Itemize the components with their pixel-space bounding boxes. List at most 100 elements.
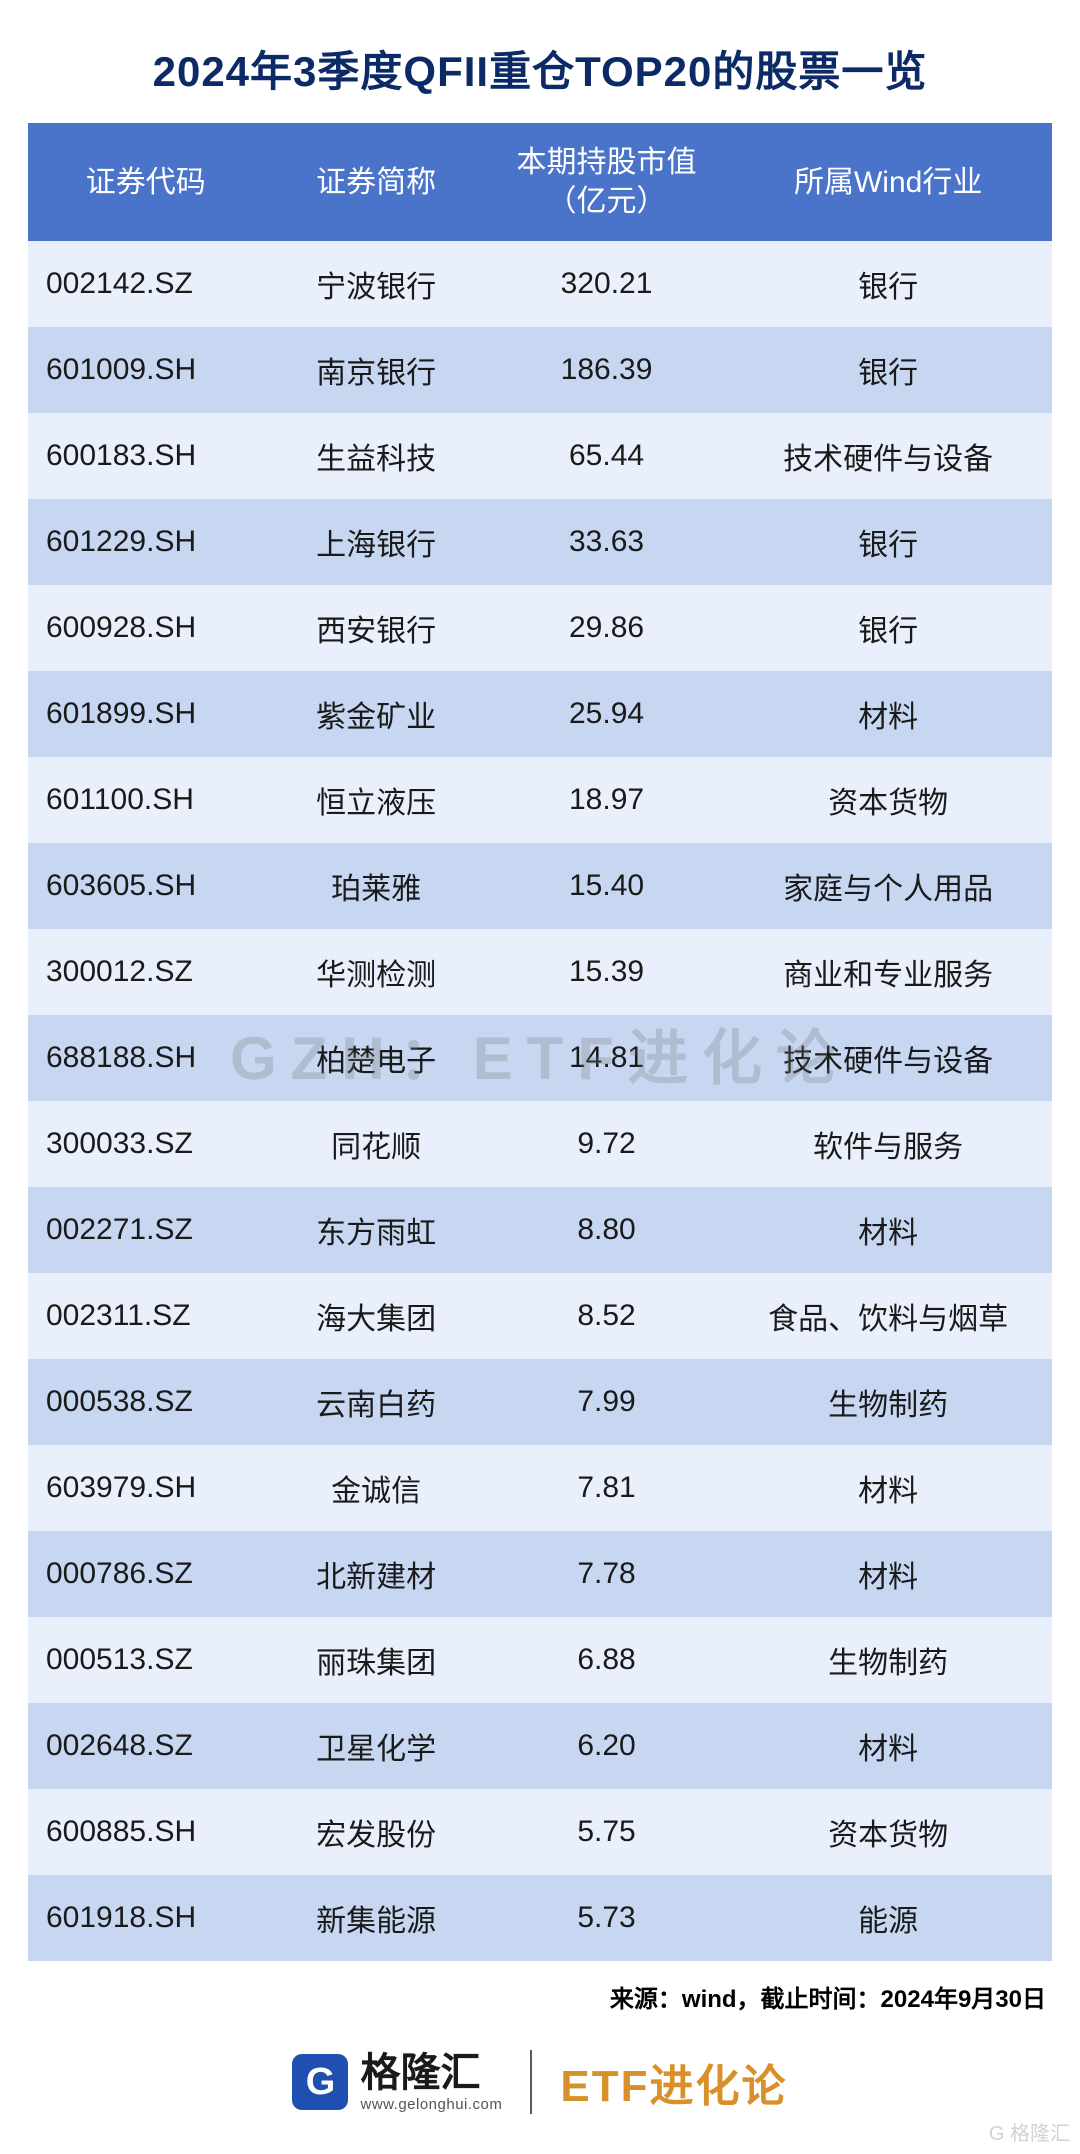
page-container: 2024年3季度QFII重仓TOP20的股票一览 证券代码 证券简称 本期持股市…: [0, 0, 1080, 2154]
cell-value: 5.73: [489, 1875, 725, 1961]
cell-code: 601100.SH: [28, 757, 264, 843]
cell-industry: 家庭与个人用品: [724, 843, 1052, 929]
cell-code: 000786.SZ: [28, 1531, 264, 1617]
cell-value: 14.81: [489, 1015, 725, 1101]
col-header-name: 证券简称: [264, 123, 489, 241]
table-row: 600183.SH生益科技65.44技术硬件与设备: [28, 413, 1052, 499]
cell-value: 25.94: [489, 671, 725, 757]
cell-value: 15.40: [489, 843, 725, 929]
cell-name: 云南白药: [264, 1359, 489, 1445]
footer: 格隆汇 www.gelonghui.com ETF进化论: [28, 2040, 1052, 2154]
table-row: 000786.SZ北新建材7.78材料: [28, 1531, 1052, 1617]
table-header-row: 证券代码 证券简称 本期持股市值（亿元） 所属Wind行业: [28, 123, 1052, 241]
cell-industry: 材料: [724, 671, 1052, 757]
holdings-table: 证券代码 证券简称 本期持股市值（亿元） 所属Wind行业 002142.SZ宁…: [28, 123, 1052, 1961]
cell-code: 000538.SZ: [28, 1359, 264, 1445]
table-row: 002311.SZ海大集团8.52食品、饮料与烟草: [28, 1273, 1052, 1359]
cell-industry: 银行: [724, 499, 1052, 585]
cell-industry: 商业和专业服务: [724, 929, 1052, 1015]
cell-code: 002311.SZ: [28, 1273, 264, 1359]
table-row: 688188.SH柏楚电子14.81技术硬件与设备: [28, 1015, 1052, 1101]
cell-name: 卫星化学: [264, 1703, 489, 1789]
cell-name: 恒立液压: [264, 757, 489, 843]
cell-code: 000513.SZ: [28, 1617, 264, 1703]
cell-name: 珀莱雅: [264, 843, 489, 929]
col-header-code: 证券代码: [28, 123, 264, 241]
cell-name: 南京银行: [264, 327, 489, 413]
cell-industry: 生物制药: [724, 1359, 1052, 1445]
cell-industry: 材料: [724, 1445, 1052, 1531]
cell-code: 002648.SZ: [28, 1703, 264, 1789]
cell-industry: 技术硬件与设备: [724, 1015, 1052, 1101]
table-row: 600885.SH宏发股份5.75资本货物: [28, 1789, 1052, 1875]
cell-name: 宏发股份: [264, 1789, 489, 1875]
table-row: 603979.SH金诚信7.81材料: [28, 1445, 1052, 1531]
cell-value: 33.63: [489, 499, 725, 585]
cell-value: 186.39: [489, 327, 725, 413]
table-row: 002271.SZ东方雨虹8.80材料: [28, 1187, 1052, 1273]
cell-industry: 材料: [724, 1187, 1052, 1273]
gelonghui-logo: 格隆汇 www.gelonghui.com: [292, 2053, 502, 2112]
cell-value: 9.72: [489, 1101, 725, 1187]
cell-code: 600183.SH: [28, 413, 264, 499]
cell-name: 生益科技: [264, 413, 489, 499]
table-row: 600928.SH西安银行29.86银行: [28, 585, 1052, 671]
cell-code: 601009.SH: [28, 327, 264, 413]
gelonghui-icon: [292, 2054, 348, 2110]
cell-industry: 技术硬件与设备: [724, 413, 1052, 499]
cell-industry: 银行: [724, 327, 1052, 413]
gelonghui-text: 格隆汇 www.gelonghui.com: [360, 2053, 502, 2112]
cell-value: 65.44: [489, 413, 725, 499]
cell-code: 300033.SZ: [28, 1101, 264, 1187]
footer-divider: [530, 2050, 532, 2114]
cell-industry: 软件与服务: [724, 1101, 1052, 1187]
cell-industry: 银行: [724, 241, 1052, 327]
cell-value: 8.80: [489, 1187, 725, 1273]
source-note: 来源：wind，截止时间：2024年9月30日: [28, 1961, 1052, 2040]
cell-name: 海大集团: [264, 1273, 489, 1359]
cell-industry: 食品、饮料与烟草: [724, 1273, 1052, 1359]
cell-value: 320.21: [489, 241, 725, 327]
col-header-industry: 所属Wind行业: [724, 123, 1052, 241]
cell-code: 300012.SZ: [28, 929, 264, 1015]
page-title: 2024年3季度QFII重仓TOP20的股票一览: [28, 20, 1052, 123]
table-row: 601100.SH恒立液压18.97资本货物: [28, 757, 1052, 843]
cell-value: 5.75: [489, 1789, 725, 1875]
table-row: 002648.SZ卫星化学6.20材料: [28, 1703, 1052, 1789]
cell-name: 西安银行: [264, 585, 489, 671]
cell-code: 002271.SZ: [28, 1187, 264, 1273]
cell-value: 7.78: [489, 1531, 725, 1617]
cell-name: 柏楚电子: [264, 1015, 489, 1101]
table-row: 601229.SH上海银行33.63银行: [28, 499, 1052, 585]
cell-value: 18.97: [489, 757, 725, 843]
table-row: 601918.SH新集能源5.73能源: [28, 1875, 1052, 1961]
cell-code: 002142.SZ: [28, 241, 264, 327]
cell-name: 同花顺: [264, 1101, 489, 1187]
cell-code: 688188.SH: [28, 1015, 264, 1101]
cell-name: 丽珠集团: [264, 1617, 489, 1703]
cell-name: 上海银行: [264, 499, 489, 585]
etf-evolution-label: ETF进化论: [560, 2050, 787, 2114]
cell-industry: 资本货物: [724, 757, 1052, 843]
cell-code: 601229.SH: [28, 499, 264, 585]
cell-industry: 能源: [724, 1875, 1052, 1961]
cell-value: 29.86: [489, 585, 725, 671]
table-row: 002142.SZ宁波银行320.21银行: [28, 241, 1052, 327]
col-header-value: 本期持股市值（亿元）: [489, 123, 725, 241]
cell-value: 7.81: [489, 1445, 725, 1531]
table-row: 603605.SH珀莱雅15.40家庭与个人用品: [28, 843, 1052, 929]
cell-code: 601899.SH: [28, 671, 264, 757]
table-row: 601009.SH南京银行186.39银行: [28, 327, 1052, 413]
cell-code: 600885.SH: [28, 1789, 264, 1875]
cell-value: 6.20: [489, 1703, 725, 1789]
cell-code: 603605.SH: [28, 843, 264, 929]
cell-name: 紫金矿业: [264, 671, 489, 757]
cell-industry: 银行: [724, 585, 1052, 671]
cell-name: 东方雨虹: [264, 1187, 489, 1273]
cell-industry: 资本货物: [724, 1789, 1052, 1875]
cell-industry: 生物制药: [724, 1617, 1052, 1703]
table-row: 300012.SZ华测检测15.39商业和专业服务: [28, 929, 1052, 1015]
cell-value: 6.88: [489, 1617, 725, 1703]
gelonghui-cn: 格隆汇: [360, 2053, 502, 2093]
table-row: 300033.SZ同花顺9.72软件与服务: [28, 1101, 1052, 1187]
